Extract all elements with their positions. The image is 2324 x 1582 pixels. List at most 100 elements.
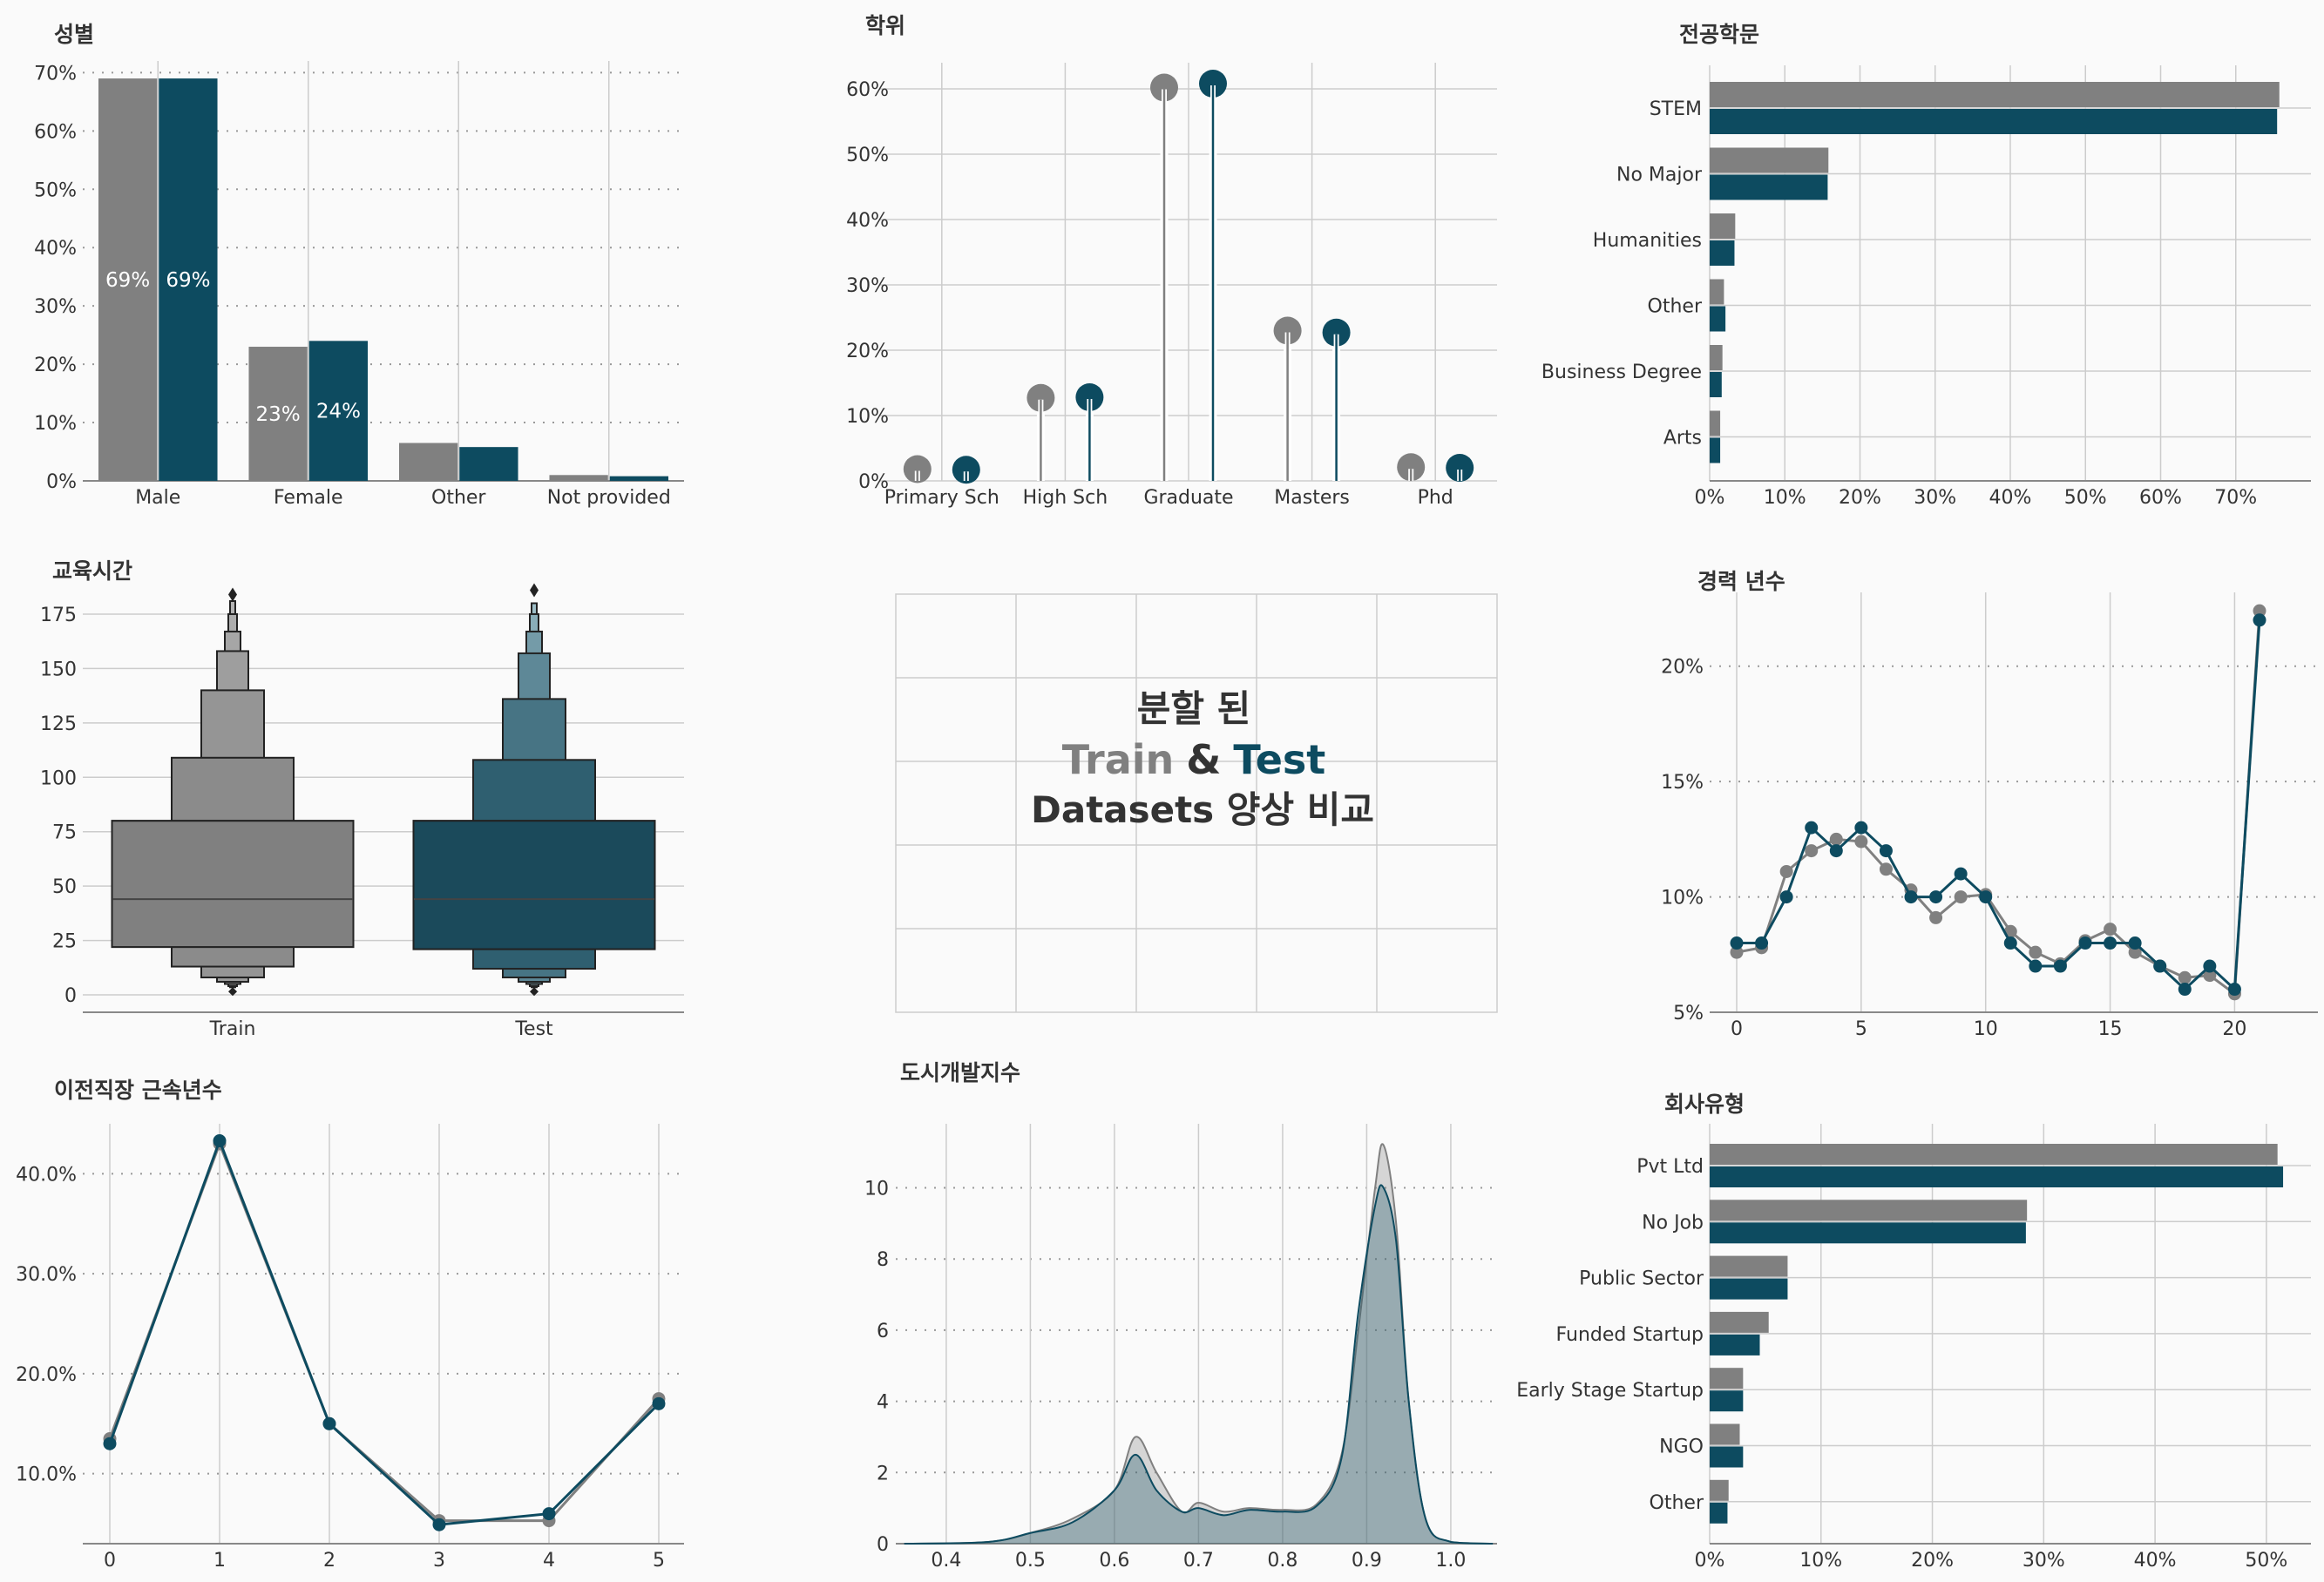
experience-point [1879, 862, 1893, 876]
training-hours-chart-title: 교육시간 [52, 558, 132, 584]
major-bar [1710, 109, 2278, 134]
last-job-xtick-label: 1 [213, 1550, 226, 1572]
training-xtick-label: Train [209, 1018, 256, 1040]
center-title-panel: 분할 된 Train & Test Datasets 양상 비교 [895, 593, 1498, 1013]
major-bar [1710, 345, 1723, 370]
company-type-chart: 회사유형 0% 10% 20% 30% 40% 50% Pvt Ltd No Job Publi… [1516, 1092, 2311, 1572]
experience-xtick-label: 20 [2222, 1018, 2246, 1040]
education-xtick-label: High Sch [1023, 487, 1108, 509]
training-box-main [412, 820, 656, 950]
education-dot [1199, 70, 1227, 98]
city-ytick-label: 8 [877, 1249, 889, 1271]
experience-point [1854, 835, 1868, 848]
experience-xtick-label: 0 [1731, 1018, 1743, 1040]
gender-xtick-label: Female [274, 487, 343, 509]
gender-ytick-label: 30% [34, 296, 77, 318]
education-chart-title: 학위 [865, 13, 905, 38]
major-ytick-label: Other [1648, 296, 1703, 318]
experience-point [2078, 936, 2092, 950]
gender-bar [248, 347, 308, 481]
gender-bar-label: 23% [256, 403, 301, 426]
last-job-ytick-label: 40.0% [16, 1164, 77, 1186]
experience-point [1779, 864, 1793, 878]
major-xtick-label: 40% [1989, 487, 2032, 509]
education-dot [903, 455, 932, 483]
major-bar [1710, 279, 1724, 305]
major-bar [1710, 437, 1721, 463]
company-ytick-label: Early Stage Startup [1516, 1380, 1704, 1402]
education-xtick-label: Graduate [1143, 487, 1233, 509]
training-ytick-label: 25 [52, 931, 77, 953]
education-dot [1150, 73, 1178, 102]
experience-point [1954, 890, 1968, 904]
major-bar [1710, 372, 1722, 397]
city-kde-line [904, 1184, 1494, 1545]
company-type-chart-title: 회사유형 [1664, 1092, 1745, 1117]
training-ytick-label: 50 [52, 876, 77, 898]
major-chart: 전공학문 0% 10% 20% 30% 40% 50% 60% 70% STEM No Major… [1541, 22, 2311, 509]
gender-ytick-label: 0% [46, 471, 77, 493]
education-ytick-label: 30% [846, 275, 889, 297]
company-ytick-label: NGO [1659, 1437, 1704, 1458]
last-job-ytick-label: 30.0% [16, 1264, 77, 1286]
experience-point [2128, 936, 2142, 950]
center-title-amp: & [1186, 736, 1221, 783]
center-panel-frame [895, 593, 1498, 1013]
major-ytick-label: Business Degree [1541, 362, 1702, 383]
experience-point [1829, 844, 1843, 858]
major-chart-title: 전공학문 [1679, 22, 1759, 47]
last-job-series-line [108, 1137, 661, 1526]
training-outlier [228, 587, 237, 602]
city-xtick-label: 0.7 [1183, 1550, 1214, 1572]
experience-point [2178, 970, 2192, 984]
experience-chart-title: 경력 년수 [1697, 569, 1785, 594]
experience-point [2029, 945, 2043, 959]
gender-ytick-label: 70% [34, 63, 77, 85]
training-ytick-label: 150 [40, 659, 77, 680]
gender-bar [98, 78, 158, 481]
gender-xtick-label: Other [431, 487, 486, 509]
education-dot [1397, 453, 1426, 482]
last-job-xtick-label: 0 [104, 1550, 116, 1572]
company-bar [1710, 1200, 2028, 1221]
education-ytick-label: 40% [846, 210, 889, 232]
company-bar [1710, 1368, 1744, 1389]
center-panel-grid [895, 593, 1498, 1013]
last-job-point [103, 1437, 117, 1450]
major-bar [1710, 82, 2280, 107]
experience-point [1879, 844, 1893, 858]
city-ytick-label: 10 [864, 1179, 889, 1200]
gender-chart: 성별 0% 10% 20% 30% 40% 50% 60% 70% 69% 69% Male 23% 2… [34, 22, 684, 509]
major-bar [1710, 410, 1721, 436]
company-bar [1710, 1222, 2026, 1244]
last-job-point [542, 1507, 556, 1521]
company-bar [1710, 1334, 1760, 1356]
experience-point [2104, 936, 2117, 950]
major-bar [1710, 306, 1726, 332]
city-kde-area [904, 1185, 1494, 1544]
training-outlier [530, 987, 539, 997]
gender-ytick-label: 10% [34, 413, 77, 435]
company-bar [1710, 1311, 1769, 1333]
city-ytick-label: 2 [877, 1463, 889, 1484]
experience-chart: 경력 년수 5% 10% 15% 20% 0 5 10 15 20 [1661, 569, 2318, 1040]
gender-ytick-label: 40% [34, 238, 77, 260]
education-dot [1446, 454, 1474, 482]
experience-point [1979, 890, 1993, 904]
major-xtick-label: 60% [2139, 487, 2182, 509]
center-title-line2: Train & Test [1062, 736, 1326, 783]
experience-point [2203, 959, 2217, 973]
education-chart: 학위 0% 10% 20% 30% 40% 50% 60% Primary Sch High S… [846, 13, 1497, 509]
company-xtick-label: 50% [2245, 1550, 2287, 1572]
major-xtick-label: 20% [1839, 487, 1881, 509]
education-dot [1322, 318, 1351, 347]
company-bar [1710, 1479, 1729, 1501]
experience-point [1929, 910, 1943, 924]
gender-ytick-label: 20% [34, 355, 77, 376]
education-dot [1026, 383, 1055, 412]
city-ytick-label: 6 [877, 1321, 889, 1342]
company-bar [1710, 1255, 1788, 1277]
city-ytick-label: 0 [877, 1534, 889, 1556]
major-xtick-label: 10% [1764, 487, 1806, 509]
